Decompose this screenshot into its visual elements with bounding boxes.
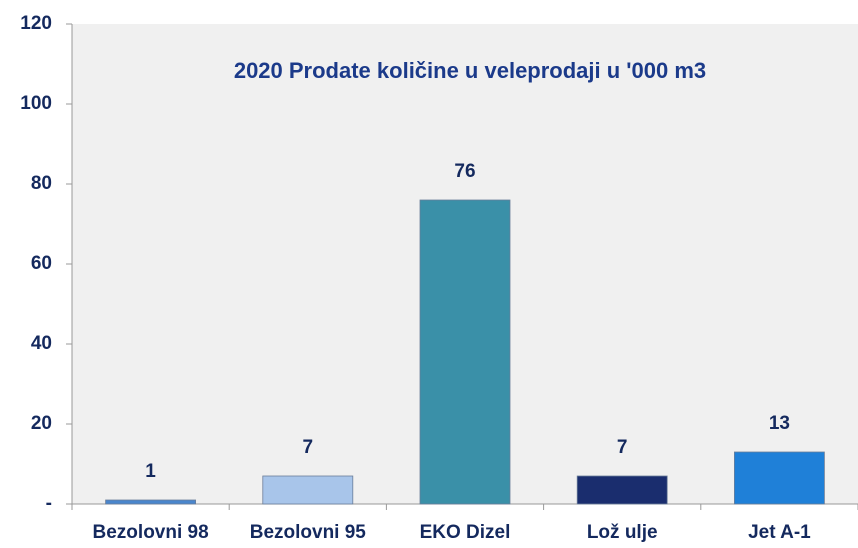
- bar: [262, 475, 354, 505]
- bar: [419, 199, 511, 505]
- y-tick-label: -: [46, 493, 52, 514]
- value-label: 1: [145, 461, 156, 482]
- y-tick-label: 120: [20, 13, 52, 34]
- bar: [105, 499, 196, 505]
- bar: [576, 475, 668, 505]
- y-tick-label: 80: [31, 173, 52, 194]
- bar: [734, 451, 825, 505]
- x-tick-label: Bezolovni 98: [93, 522, 209, 543]
- x-tick-label: Bezolovni 95: [250, 522, 367, 543]
- y-tick-label: 60: [31, 253, 52, 274]
- x-tick-label: Jet A-1: [748, 522, 811, 543]
- value-label: 7: [617, 437, 628, 458]
- value-label: 7: [303, 437, 314, 458]
- value-label: 76: [454, 161, 475, 182]
- x-tick-label: Lož ulje: [587, 522, 658, 543]
- value-label: 13: [769, 413, 790, 434]
- chart-title: 2020 Prodate količine u veleprodaji u '0…: [234, 58, 706, 83]
- y-tick-label: 100: [20, 93, 52, 114]
- x-tick-label: EKO Dizel: [420, 522, 511, 543]
- y-tick-label: 20: [31, 413, 52, 434]
- y-tick-label: 40: [31, 333, 52, 354]
